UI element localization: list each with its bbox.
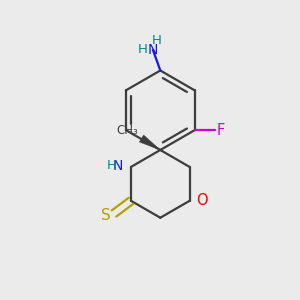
- Text: CH₃: CH₃: [116, 124, 138, 137]
- Polygon shape: [139, 135, 160, 150]
- Text: O: O: [196, 193, 208, 208]
- Text: S: S: [101, 208, 110, 224]
- Text: N: N: [112, 159, 123, 173]
- Text: N: N: [148, 43, 158, 57]
- Text: H: H: [138, 44, 148, 56]
- Text: H: H: [152, 34, 161, 47]
- Text: F: F: [217, 123, 225, 138]
- Text: H: H: [107, 159, 117, 172]
